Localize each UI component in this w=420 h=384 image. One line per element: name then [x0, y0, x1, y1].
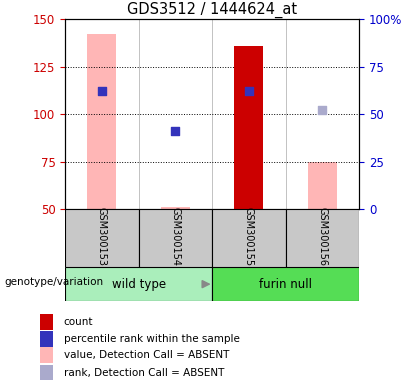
Bar — [40, 347, 52, 363]
Point — [98, 88, 105, 94]
Bar — [65, 267, 212, 301]
Bar — [40, 314, 52, 330]
Bar — [308, 162, 337, 209]
Text: percentile rank within the sample: percentile rank within the sample — [63, 334, 239, 344]
Text: furin null: furin null — [259, 278, 312, 291]
Bar — [40, 331, 52, 347]
Text: count: count — [63, 317, 93, 327]
Text: GSM300156: GSM300156 — [318, 207, 327, 266]
Point — [245, 88, 252, 94]
Text: genotype/variation: genotype/variation — [4, 277, 103, 287]
Bar — [40, 365, 52, 381]
Point — [319, 108, 326, 114]
Bar — [212, 209, 286, 267]
Bar — [65, 209, 139, 267]
Bar — [87, 35, 116, 209]
Bar — [234, 46, 263, 209]
Text: value, Detection Call = ABSENT: value, Detection Call = ABSENT — [63, 350, 229, 360]
Text: rank, Detection Call = ABSENT: rank, Detection Call = ABSENT — [63, 368, 224, 378]
Text: GSM300154: GSM300154 — [171, 207, 180, 266]
Bar — [212, 267, 359, 301]
Text: GSM300153: GSM300153 — [97, 207, 107, 266]
Bar — [139, 209, 212, 267]
Bar — [161, 207, 190, 209]
Text: wild type: wild type — [112, 278, 165, 291]
Point — [172, 128, 179, 134]
Text: GSM300155: GSM300155 — [244, 207, 254, 266]
Title: GDS3512 / 1444624_at: GDS3512 / 1444624_at — [127, 2, 297, 18]
Bar — [286, 209, 359, 267]
